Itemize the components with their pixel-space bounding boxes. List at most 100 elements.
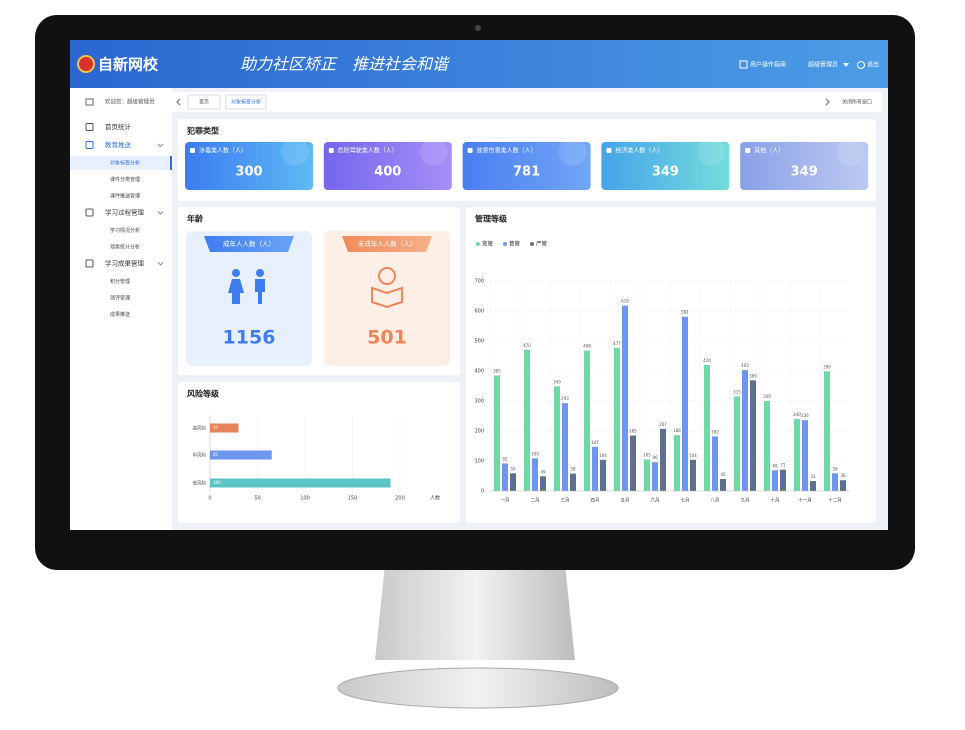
- card-icon: [606, 148, 612, 153]
- age-tag: [342, 236, 432, 252]
- menu-icon: [85, 208, 94, 217]
- age-tag: [204, 236, 294, 252]
- menu-item[interactable]: 首页统计: [105, 122, 132, 131]
- submenu-item[interactable]: 课件分类管理: [110, 176, 140, 183]
- menu-caret: [157, 211, 164, 215]
- y-tick-label: 低风险: [193, 480, 207, 487]
- welcome-icon: [85, 98, 94, 106]
- guide-icon: [739, 60, 748, 69]
- card-value: 400: [374, 165, 401, 180]
- card-decoration: [697, 138, 726, 166]
- bar-value-label: 186: [673, 428, 681, 433]
- bar-value-label: 33: [810, 474, 816, 479]
- y-tick-label: 200: [474, 429, 484, 435]
- header-bar: [70, 40, 888, 88]
- bar: [562, 403, 568, 491]
- bar-value-label: 207: [659, 422, 667, 427]
- bar-value-label: 58: [570, 467, 576, 472]
- panel-title: 风险等级: [187, 389, 220, 399]
- legend-swatch: [530, 242, 534, 246]
- user-menu[interactable]: 超级管理员: [808, 61, 838, 69]
- bar-value-label: 147: [591, 440, 599, 445]
- menu-item[interactable]: 学习过程管理: [105, 208, 145, 217]
- x-tick-label: 二月: [531, 498, 540, 504]
- bar: [592, 446, 598, 491]
- y-tick-label: 700: [474, 279, 484, 285]
- monitor-base: [337, 667, 619, 709]
- bar-value-label: 30: [213, 425, 219, 430]
- tab: [187, 94, 221, 110]
- crime-card: [323, 142, 452, 190]
- bar-value-label: 369: [749, 373, 757, 378]
- bar-value-label: 470: [523, 343, 531, 348]
- guide-link[interactable]: 用户操作指南: [750, 61, 786, 69]
- submenu-item[interactable]: 对象标签分析: [110, 160, 140, 167]
- tab-label[interactable]: 对象标签分析: [231, 99, 261, 106]
- submenu-item[interactable]: 学习情况分析: [110, 227, 140, 234]
- bar: [712, 436, 718, 491]
- menu-item[interactable]: 学习成果管理: [105, 259, 145, 268]
- y-tick-label: 600: [474, 309, 484, 315]
- card-label: 故意伤害类人数（人）: [477, 147, 537, 155]
- legend-label[interactable]: 宽管: [482, 240, 494, 248]
- bar: [502, 463, 508, 491]
- bar: [210, 423, 239, 433]
- bar-value-label: 420: [703, 358, 711, 363]
- bar-value-label: 581: [681, 310, 689, 315]
- risk-panel: [178, 382, 460, 523]
- bar-value-label: 49: [540, 469, 546, 474]
- card-decoration: [419, 138, 448, 166]
- submenu-item[interactable]: 积分管理: [110, 278, 130, 285]
- tab-label[interactable]: 首页: [199, 99, 209, 106]
- bar: [682, 316, 688, 491]
- bar: [660, 428, 666, 491]
- panel-title: 管理等级: [475, 214, 508, 224]
- y-tick-label: 400: [474, 369, 484, 375]
- person-icon-head: [232, 269, 240, 277]
- card-value: 349: [652, 165, 679, 180]
- bar-value-label: 315: [733, 390, 741, 395]
- person-icon-body: [228, 279, 244, 304]
- tab-close[interactable]: 关闭所有窗口: [842, 99, 872, 106]
- bar: [802, 420, 808, 491]
- bar: [750, 380, 756, 491]
- bar-value-label: 385: [493, 369, 501, 374]
- bar: [644, 459, 650, 491]
- card-label: 涉毒类人数（人）: [199, 147, 247, 155]
- card-icon: [467, 148, 473, 153]
- tab-next: [825, 98, 830, 106]
- x-tick-label: 150: [348, 496, 358, 502]
- card-decoration: [558, 138, 587, 166]
- submenu-item[interactable]: 测评管理: [110, 295, 130, 302]
- bar-value-label: 618: [621, 299, 629, 304]
- legend-label[interactable]: 普管: [509, 240, 521, 248]
- legend-label[interactable]: 严管: [536, 240, 548, 248]
- y-tick-label: 中风险: [193, 452, 207, 459]
- bar: [494, 375, 500, 491]
- monitor-neck: [375, 565, 575, 660]
- sidebar: [70, 88, 172, 530]
- crime-card: [601, 142, 730, 190]
- submenu-item[interactable]: 观看统计分析: [110, 244, 140, 251]
- submenu-item[interactable]: 课件推送管理: [110, 193, 140, 200]
- submenu-item[interactable]: 成果推送: [110, 311, 130, 318]
- bar-value-label: 36: [840, 473, 846, 478]
- card-icon: [190, 148, 195, 153]
- logout-link[interactable]: 退出: [867, 61, 879, 69]
- logo-text: 自新网校: [98, 56, 159, 74]
- card-value: 781: [513, 165, 540, 180]
- card-icon: [745, 148, 751, 153]
- crime-card: [462, 142, 591, 190]
- menu-icon: [85, 259, 94, 268]
- bar: [824, 371, 830, 491]
- x-tick-label: 十一月: [798, 497, 812, 504]
- bar: [772, 470, 778, 491]
- tab-bar: [172, 92, 882, 112]
- menu-item[interactable]: 教育推送: [105, 140, 132, 149]
- y-tick-label: 100: [474, 459, 484, 465]
- bar: [780, 469, 786, 491]
- bar: [630, 435, 636, 491]
- bar-value-label: 59: [510, 466, 516, 471]
- x-tick-label: 50: [254, 496, 260, 502]
